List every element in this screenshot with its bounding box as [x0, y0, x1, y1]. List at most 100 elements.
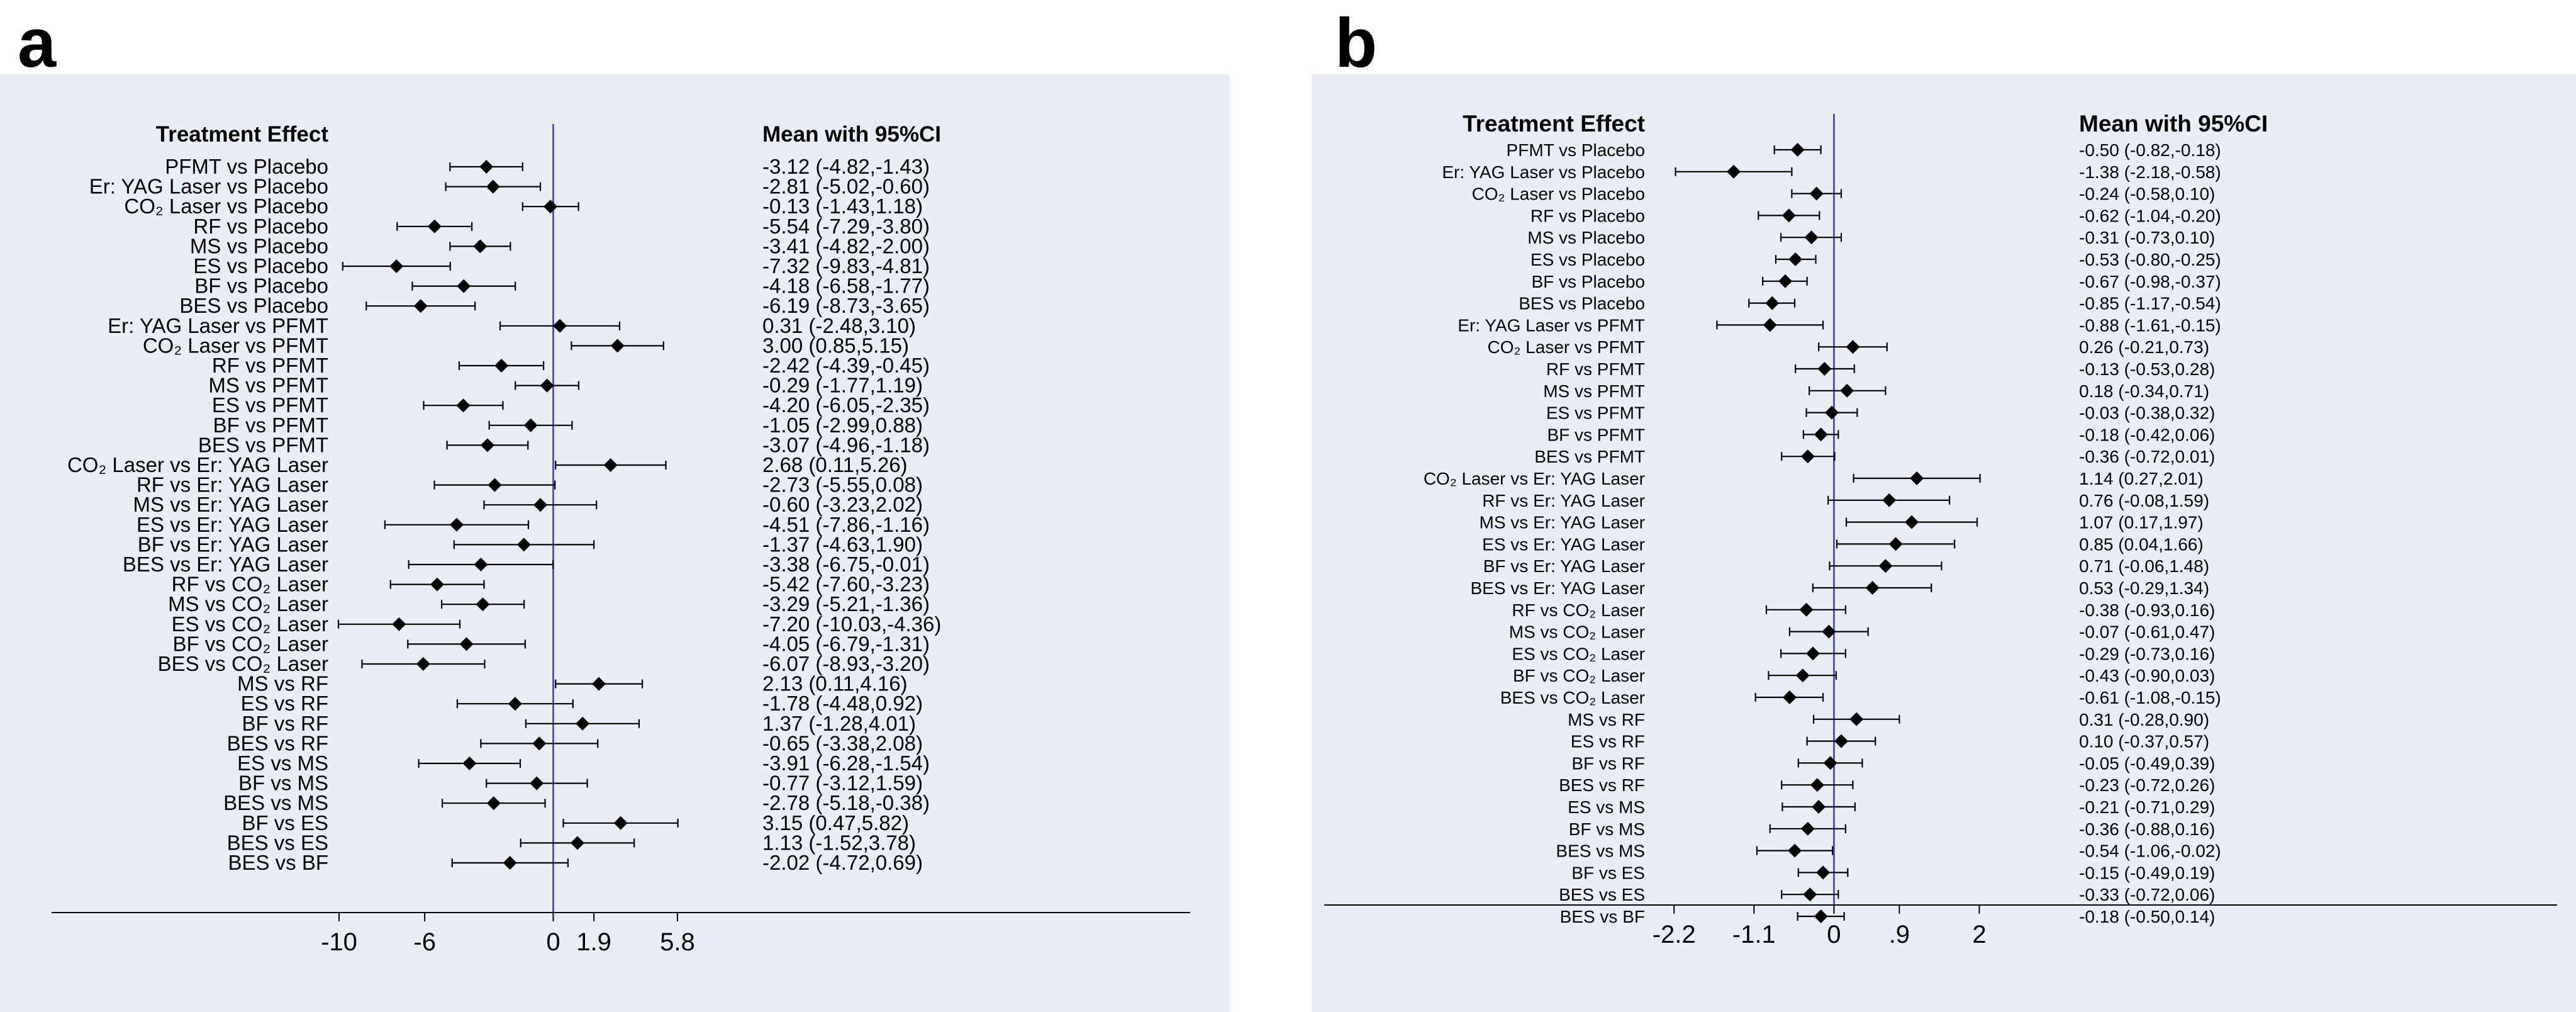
row-ci-text: 0.31 (-2.48,3.10): [762, 314, 916, 337]
mean-marker: [553, 318, 567, 333]
row-label: BF vs Er: YAG Laser: [138, 532, 328, 556]
mean-marker: [430, 577, 444, 592]
row-ci-text: -0.18 (-0.42,0.06): [2079, 425, 2215, 444]
row-ci-text: -3.12 (-4.82,-1.43): [762, 155, 930, 178]
mean-marker: [1834, 734, 1848, 748]
row-ci-text: -4.51 (-7.86,-1.16): [762, 513, 930, 536]
mean-marker: [591, 677, 606, 691]
row-ci-text: 3.15 (0.47,5.82): [762, 811, 909, 835]
mean-marker: [1809, 186, 1824, 201]
mean-marker: [576, 716, 590, 731]
forest-plot-a: Treatment Effect Mean with 95%CI PFMT vs P…: [52, 122, 1190, 956]
row-ci-text: 3.00 (0.85,5.15): [762, 334, 909, 357]
mean-marker: [533, 498, 548, 512]
row-ci-text: -3.41 (-4.82,-2.00): [762, 234, 930, 257]
row-ci-text: -0.53 (-0.80,-0.25): [2079, 250, 2221, 269]
row-ci-text: -0.13 (-1.43,1.18): [762, 194, 923, 218]
x-tick-label: 5.8: [660, 928, 695, 956]
row-label: Er: YAG Laser vs Placebo: [1442, 162, 1645, 182]
row-ci-text: -0.33 (-0.72,0.06): [2079, 885, 2215, 904]
row-ci-text: -0.43 (-0.90,0.03): [2079, 666, 2215, 685]
row-label: MS vs PFMT: [1543, 381, 1645, 401]
row-ci-text: -4.05 (-6.79,-1.31): [762, 632, 930, 655]
mean-marker: [1726, 164, 1741, 179]
row-label: ES vs RF: [1571, 732, 1645, 751]
mean-marker: [1788, 843, 1802, 858]
forest-plot-b: Treatment Effect Mean with 95%CI PFMT vs P…: [1324, 111, 2557, 948]
row-label: BES vs Placebo: [1519, 294, 1645, 313]
row-label: BES vs CO₂ Laser: [1500, 688, 1645, 707]
mean-marker: [1905, 515, 1919, 529]
row-ci-text: -4.20 (-6.05,-2.35): [762, 393, 930, 417]
mean-marker: [1910, 471, 1924, 485]
row-ci-text: -0.38 (-0.93,0.16): [2079, 600, 2215, 620]
mean-marker: [473, 239, 488, 254]
row-label: BES vs ES: [1559, 885, 1645, 904]
row-ci-text: -3.29 (-5.21,-1.36): [762, 592, 930, 616]
mean-marker: [532, 736, 547, 751]
row-label: RF vs Placebo: [1531, 206, 1645, 225]
mean-marker: [416, 657, 430, 671]
row-label: ES vs RF: [241, 692, 328, 715]
mean-marker: [1888, 537, 1903, 551]
row-label: CO₂ Laser vs Placebo: [1472, 184, 1645, 204]
row-label: MS vs Er: YAG Laser: [1480, 513, 1645, 532]
row-ci-text: 0.26 (-0.21,0.73): [2079, 337, 2209, 357]
row-label: ES vs PFMT: [212, 393, 328, 417]
row-ci-text: 0.10 (-0.37,0.57): [2079, 732, 2209, 751]
mean-marker: [1800, 821, 1815, 836]
row-label: MS vs Placebo: [1527, 228, 1645, 247]
row-ci-text: 2.68 (0.11,5.26): [762, 453, 908, 476]
panel-letter-b: b: [1335, 4, 1378, 82]
panel-b-background: [1312, 74, 2576, 1012]
row-label: BES vs PFMT: [1534, 447, 1645, 466]
row-label: RF vs Er: YAG Laser: [1482, 491, 1645, 510]
row-ci-text: -0.07 (-0.61,0.47): [2079, 622, 2215, 642]
mean-marker: [494, 359, 509, 373]
row-ci-text: 1.37 (-1.28,4.01): [762, 712, 916, 735]
mean-marker: [449, 517, 464, 532]
mean-marker: [486, 796, 501, 811]
row-label: RF vs PFMT: [212, 354, 328, 377]
mean-marker: [488, 478, 502, 492]
mean-marker: [1795, 668, 1810, 683]
row-label: BES vs MS: [1556, 841, 1645, 861]
x-tick-label: .9: [1889, 921, 1910, 948]
row-label: BF vs RF: [242, 712, 329, 735]
mean-marker: [1778, 274, 1792, 288]
mean-marker: [1840, 383, 1854, 398]
row-label: BES vs RF: [1559, 775, 1645, 795]
mean-marker: [1765, 296, 1780, 310]
row-label: BF vs CO₂ Laser: [1513, 666, 1645, 685]
x-tick-label: -10: [321, 928, 357, 956]
row-ci-text: -0.15 (-0.49,0.19): [2079, 863, 2215, 882]
row-ci-text: 2.13 (0.11,4.16): [762, 672, 908, 695]
mean-marker: [427, 219, 442, 233]
row-label: BES vs MS: [223, 791, 328, 814]
mean-marker: [1846, 340, 1860, 354]
row-ci-text: 0.31 (-0.28,0.90): [2079, 710, 2209, 729]
mean-marker: [459, 637, 474, 651]
row-ci-text: -7.32 (-9.83,-4.81): [762, 254, 930, 278]
row-label: BF vs Placebo: [1531, 272, 1645, 291]
row-ci-text: -1.38 (-2.18,-0.58): [2079, 162, 2221, 182]
row-label: RF vs CO₂ Laser: [172, 573, 328, 596]
row-label: BF vs PFMT: [1547, 425, 1645, 444]
mean-marker: [1803, 887, 1817, 902]
row-ci-text: 0.53 (-0.29,1.34): [2079, 578, 2209, 598]
row-ci-text: -0.60 (-3.23,2.02): [762, 493, 923, 516]
row-label: Er: YAG Laser vs Placebo: [89, 175, 328, 198]
row-label: CO₂ Laser vs Er: YAG Laser: [1424, 469, 1645, 488]
row-label: BF vs CO₂ Laser: [172, 632, 328, 655]
panel-a-background: [0, 74, 1230, 1012]
row-ci-text: -0.36 (-0.88,0.16): [2079, 819, 2215, 839]
row-label: ES vs Er: YAG Laser: [1482, 534, 1645, 554]
x-tick-label: 0: [546, 928, 560, 956]
row-label: BF vs MS: [238, 772, 328, 795]
row-label: ES vs Placebo: [193, 254, 328, 278]
mean-marker: [508, 697, 522, 711]
row-label: BES vs BF: [228, 851, 328, 874]
mean-marker: [523, 418, 538, 432]
mean-marker: [1799, 602, 1814, 617]
mean-marker: [1816, 865, 1831, 880]
